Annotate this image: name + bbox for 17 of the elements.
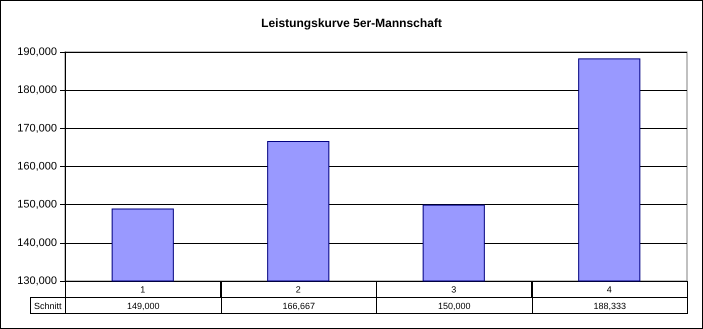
y-tick-label: 130,000	[17, 275, 57, 287]
x-tick-label: 2	[296, 284, 301, 294]
y-tick-label: 190,000	[17, 46, 57, 58]
data-label: 166,667	[221, 298, 376, 314]
data-label: 149,000	[66, 298, 221, 314]
x-tick-label: 1	[140, 284, 146, 294]
text: Schnitt	[30, 298, 66, 314]
y-tick-label: 170,000	[17, 122, 57, 134]
data-label: 188,333	[532, 298, 688, 314]
chart-title: Leistungskurve 5er-Mannschaft	[261, 16, 442, 30]
y-tick-label: 140,000	[17, 236, 57, 249]
y-tick-label: 180,000	[17, 84, 57, 96]
y-tick-label: 160,000	[17, 160, 57, 172]
y-tick-label: 150,000	[17, 198, 57, 211]
x-tick-label: 4	[606, 284, 612, 294]
data-label: 150,000	[376, 298, 532, 314]
x-tick-label: 3	[451, 284, 456, 294]
